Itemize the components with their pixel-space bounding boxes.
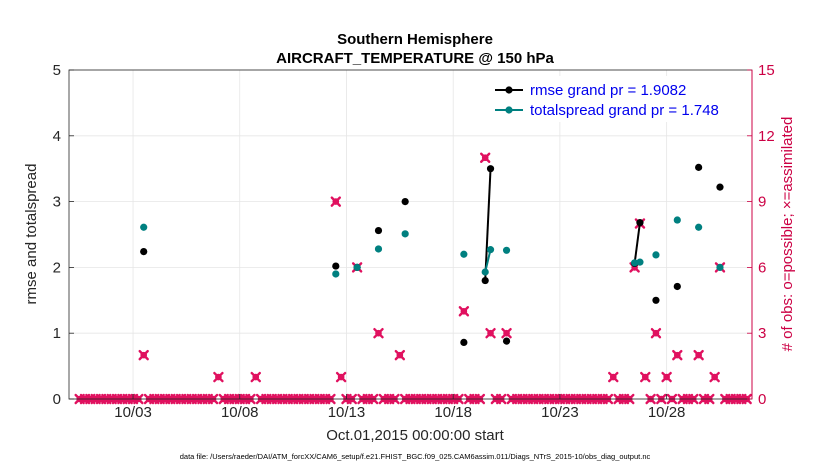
- spread-point: [486, 246, 495, 254]
- y-right-tick-label: 12: [758, 128, 775, 145]
- data-file-footnote: data file: /Users/raeder/DAI/ATM_forcXX/…: [180, 452, 651, 461]
- spread-point: [636, 258, 644, 266]
- obs-assimilated-point: [394, 349, 406, 361]
- legend-rmse-marker: [505, 86, 513, 94]
- rmse-point: [481, 276, 489, 285]
- spread-point: [140, 223, 148, 231]
- obs-assimilated-point: [693, 349, 704, 361]
- obs-assimilated-point: [672, 349, 683, 361]
- y-tick-label: 0: [53, 391, 61, 408]
- spread-point: [481, 268, 489, 276]
- rmse-point: [652, 296, 660, 304]
- legend-box: [488, 76, 746, 122]
- y-axis-right-label: # of obs: o=possible; ×=assimilated: [779, 117, 796, 352]
- obs-assimilated-point: [213, 371, 224, 383]
- y-axis-label: rmse and totalspread: [23, 164, 40, 305]
- data-marks: [74, 152, 752, 405]
- obs-assimilated-point: [501, 328, 512, 339]
- obs-assimilated-point: [661, 371, 672, 383]
- spread-point: [502, 246, 511, 254]
- y-tick-label: 1: [53, 325, 61, 342]
- obs-assimilated-point: [650, 328, 662, 339]
- rmse-point: [460, 338, 468, 347]
- spread-point: [673, 216, 681, 224]
- x-tick-label: 10/23: [541, 404, 579, 421]
- chart-subtitle: AIRCRAFT_TEMPERATURE @ 150 hPa: [276, 50, 554, 67]
- axes: 10/03 10/08 10/13 10/18 10/23 10/280123450369…: [53, 62, 775, 421]
- rmse-point: [673, 282, 681, 291]
- legend-spread-marker: [505, 106, 513, 114]
- rmse-point: [716, 183, 724, 191]
- spread-point: [652, 251, 660, 259]
- rmse-point: [374, 226, 383, 235]
- obs-assimilated-point: [608, 371, 619, 383]
- obs-assimilated-point: [709, 371, 720, 383]
- y-right-tick-label: 3: [758, 325, 766, 342]
- x-tick-label: 10/08: [221, 404, 259, 421]
- rmse-point: [636, 219, 644, 227]
- y-right-tick-label: 9: [758, 194, 766, 211]
- rmse-point: [140, 248, 148, 256]
- x-tick-label: 10/28: [648, 404, 686, 421]
- obs-assimilated-point: [373, 328, 384, 339]
- rmse-line-segment: [484, 168, 492, 281]
- obs-assimilated-point: [335, 371, 347, 383]
- x-axis-label: Oct.01,2015 00:00:00 start: [326, 427, 504, 444]
- rmse-point: [502, 337, 511, 345]
- obs-assimilated-point: [138, 349, 149, 361]
- y-tick-label: 4: [53, 128, 61, 145]
- x-tick-label: 10/03: [114, 404, 152, 421]
- legend: rmse grand pr = 1.9082 totalspread grand…: [488, 76, 746, 122]
- spread-point: [631, 259, 639, 267]
- y-right-tick-label: 15: [758, 62, 775, 79]
- spread-point: [401, 230, 409, 238]
- chart-title: Southern Hemisphere: [337, 31, 493, 48]
- spread-point: [695, 223, 703, 231]
- rmse-line-segment: [633, 222, 641, 264]
- spread-point: [353, 263, 361, 271]
- spread-point: [374, 245, 383, 253]
- legend-rmse-label: rmse grand pr = 1.9082: [530, 82, 686, 99]
- y-tick-label: 3: [53, 194, 61, 211]
- spread-line-segment: [484, 249, 492, 273]
- obs-assimilated-point: [485, 328, 496, 339]
- x-tick-label: 10/13: [328, 404, 366, 421]
- obs-assimilated-point: [458, 306, 470, 317]
- legend-spread-label: totalspread grand pr = 1.748: [530, 102, 719, 119]
- obs-assimilated-point: [330, 196, 341, 207]
- rmse-point: [401, 198, 409, 206]
- obs-assimilated-point: [640, 371, 651, 383]
- y-tick-label: 2: [53, 259, 61, 276]
- rmse-point: [486, 165, 495, 173]
- rmse-point: [332, 262, 340, 270]
- rmse-point: [695, 163, 703, 171]
- obs-assimilated-point: [480, 152, 491, 163]
- y-right-tick-label: 6: [758, 259, 766, 276]
- spread-point: [716, 263, 724, 271]
- spread-point: [460, 250, 468, 258]
- spread-point: [332, 270, 340, 278]
- y-tick-label: 5: [53, 62, 61, 79]
- obs-assimilated-point: [250, 371, 261, 383]
- x-tick-label: 10/18: [434, 404, 472, 421]
- y-right-tick-label: 0: [758, 391, 766, 408]
